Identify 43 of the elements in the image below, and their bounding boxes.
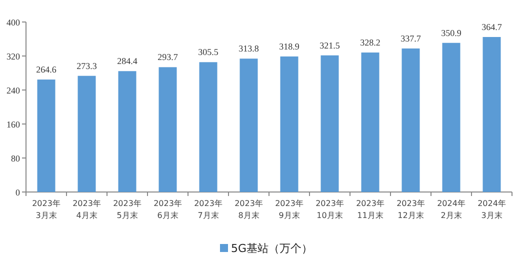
data-label: 337.7 [400, 33, 422, 44]
y-tick-label: 240 [6, 86, 20, 96]
x-tick-label: 2023年9月末 [275, 199, 304, 220]
bar [37, 80, 56, 192]
y-tick-label: 400 [6, 18, 20, 28]
x-tick-label: 2023年12月末 [396, 199, 425, 220]
bar [78, 76, 96, 192]
data-label: 313.8 [238, 44, 260, 54]
x-tick-label: 2024年3月末 [478, 199, 506, 220]
data-label: 318.9 [279, 41, 300, 52]
data-label: 328.2 [360, 38, 380, 48]
legend-label: 5G基站（万个） [231, 242, 313, 255]
x-tick-label: 2023年10月末 [316, 199, 344, 220]
y-tick-label: 80 [11, 154, 20, 164]
bar [482, 37, 501, 192]
y-tick-label: 0 [16, 188, 20, 198]
data-label: 273.3 [76, 60, 98, 71]
bar [280, 56, 298, 192]
x-tick-label: 2023年5月末 [113, 199, 142, 220]
bar [442, 42, 460, 192]
bar [118, 71, 136, 192]
bar [199, 62, 218, 192]
y-tick-label: 160 [6, 120, 20, 130]
data-label: 284.4 [117, 56, 138, 66]
x-tick-label: 2023年7月末 [194, 199, 222, 220]
data-label: 364.7 [482, 22, 502, 32]
data-label: 264.6 [36, 64, 57, 75]
x-tick-label: 2023年3月末 [32, 199, 60, 220]
x-tick-label: 2023年11月末 [356, 199, 384, 220]
bar [361, 52, 380, 192]
x-tick-label: 2023年4月末 [72, 199, 101, 220]
x-tick-label: 2024年2月末 [437, 199, 466, 220]
y-tick-label: 320 [6, 52, 20, 62]
bar [320, 55, 339, 192]
bar [240, 58, 258, 192]
data-label: 321.5 [320, 40, 340, 50]
x-tick-label: 2023年6月末 [154, 199, 182, 220]
bar [158, 67, 177, 192]
data-label: 350.9 [441, 28, 462, 38]
data-label: 293.7 [158, 52, 178, 62]
bar [402, 48, 420, 192]
x-tick-label: 2023年8月末 [234, 199, 263, 220]
data-label: 305.5 [198, 47, 219, 58]
